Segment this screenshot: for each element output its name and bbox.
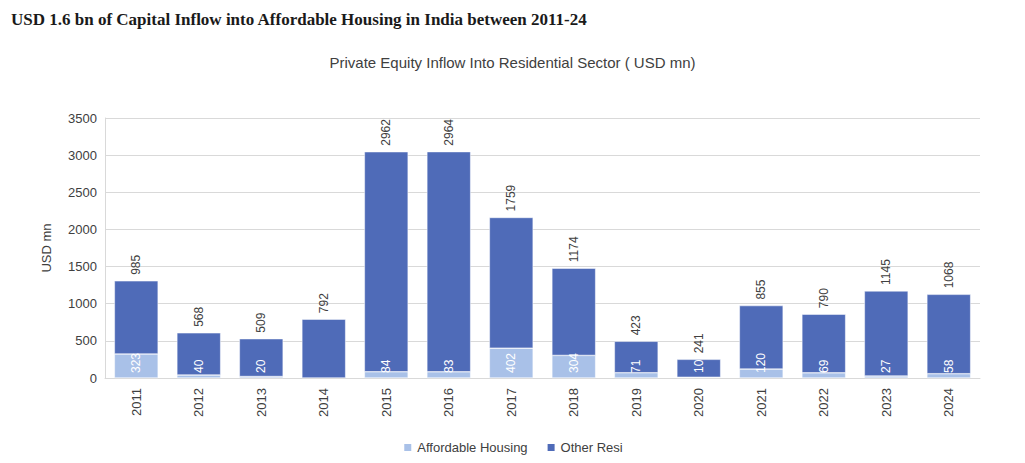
svg-text:2022: 2022 <box>816 388 831 417</box>
svg-text:83: 83 <box>442 359 456 373</box>
svg-text:241: 241 <box>692 333 706 353</box>
svg-text:2018: 2018 <box>566 388 581 417</box>
svg-text:304: 304 <box>567 353 581 373</box>
svg-text:84: 84 <box>379 359 393 373</box>
svg-text:Affordable Housing: Affordable Housing <box>417 440 527 455</box>
svg-text:USD mn: USD mn <box>39 223 54 272</box>
svg-text:58: 58 <box>942 359 956 373</box>
svg-text:1145: 1145 <box>879 259 893 285</box>
svg-text:2020: 2020 <box>691 388 706 417</box>
svg-text:Private Equity Inflow Into Res: Private Equity Inflow Into Residential S… <box>330 54 696 71</box>
svg-text:568: 568 <box>192 306 206 326</box>
svg-text:2015: 2015 <box>379 388 394 417</box>
svg-text:1174: 1174 <box>567 236 581 262</box>
svg-text:500: 500 <box>75 333 97 348</box>
svg-text:0: 0 <box>90 371 97 386</box>
svg-text:27: 27 <box>879 359 893 373</box>
svg-text:792: 792 <box>317 293 331 313</box>
svg-text:2017: 2017 <box>504 388 519 417</box>
svg-text:71: 71 <box>629 359 643 373</box>
svg-text:2012: 2012 <box>191 388 206 417</box>
svg-text:120: 120 <box>754 353 768 373</box>
svg-text:423: 423 <box>629 315 643 335</box>
svg-text:1500: 1500 <box>68 259 97 274</box>
svg-text:855: 855 <box>754 279 768 299</box>
svg-text:40: 40 <box>192 359 206 373</box>
svg-text:2011: 2011 <box>129 388 144 416</box>
svg-text:323: 323 <box>129 353 143 373</box>
svg-text:2023: 2023 <box>879 388 894 417</box>
svg-text:402: 402 <box>504 353 518 373</box>
svg-text:790: 790 <box>817 288 831 308</box>
svg-text:2000: 2000 <box>68 222 97 237</box>
svg-text:2962: 2962 <box>379 119 393 146</box>
svg-text:1068: 1068 <box>942 261 956 288</box>
svg-text:Other Resi: Other Resi <box>561 440 623 455</box>
svg-text:2016: 2016 <box>441 388 456 417</box>
svg-text:10: 10 <box>692 359 706 373</box>
svg-text:985: 985 <box>129 254 143 274</box>
svg-text:1000: 1000 <box>68 296 97 311</box>
svg-text:69: 69 <box>817 359 831 373</box>
svg-text:2024: 2024 <box>941 388 956 417</box>
svg-text:1759: 1759 <box>504 184 518 211</box>
svg-text:2014: 2014 <box>316 388 331 417</box>
svg-text:USD 1.6 bn of Capital Inflow i: USD 1.6 bn of Capital Inflow into Afford… <box>11 10 587 29</box>
svg-text:20: 20 <box>254 359 268 373</box>
svg-text:2021: 2021 <box>754 388 769 417</box>
svg-text:3000: 3000 <box>68 148 97 163</box>
svg-text:2500: 2500 <box>68 185 97 200</box>
svg-text:509: 509 <box>254 312 268 332</box>
svg-text:2964: 2964 <box>442 119 456 146</box>
svg-text:2013: 2013 <box>254 388 269 417</box>
svg-text:2019: 2019 <box>629 388 644 417</box>
svg-text:3500: 3500 <box>68 111 97 126</box>
